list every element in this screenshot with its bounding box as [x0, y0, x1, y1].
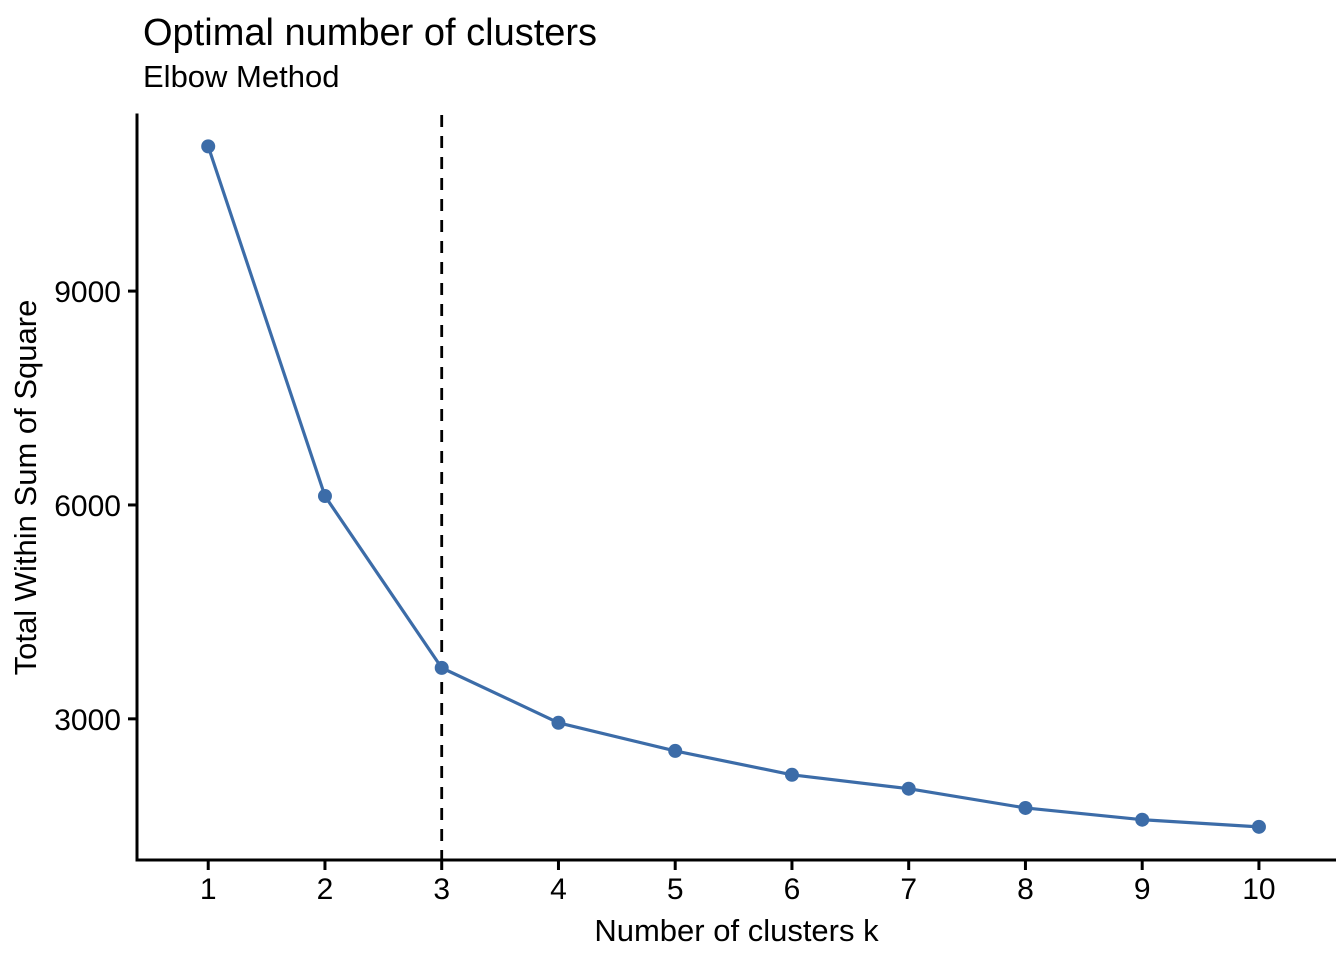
x-tick-label: 10: [1242, 873, 1275, 906]
y-tick-label: 9000: [54, 276, 121, 309]
data-point: [784, 767, 799, 782]
data-point: [551, 715, 566, 730]
x-tick-label: 7: [900, 873, 917, 906]
x-tick-label: 6: [784, 873, 801, 906]
data-point: [901, 781, 916, 796]
x-tick-label: 3: [433, 873, 450, 906]
data-point: [434, 660, 449, 675]
data-point: [1018, 800, 1033, 815]
y-tick-label: 6000: [54, 490, 121, 523]
y-tick-label: 3000: [54, 704, 121, 737]
data-point: [201, 139, 216, 154]
data-point: [317, 489, 332, 504]
x-axis-title: Number of clusters k: [594, 913, 879, 948]
x-tick-label: 2: [317, 873, 334, 906]
x-tick-label: 4: [550, 873, 567, 906]
data-point: [1135, 812, 1150, 827]
x-tick-label: 5: [667, 873, 684, 906]
chart-title: Optimal number of clusters: [143, 12, 598, 54]
wss-line: [206, 145, 1260, 829]
y-axis-title: Total Within Sum of Square: [8, 300, 43, 676]
x-tick-label: 8: [1017, 873, 1034, 906]
x-tick-label: 1: [200, 873, 217, 906]
x-tick-label: 9: [1134, 873, 1151, 906]
data-point: [1251, 819, 1266, 834]
data-point: [668, 743, 683, 758]
chart-subtitle: Elbow Method: [143, 59, 340, 94]
